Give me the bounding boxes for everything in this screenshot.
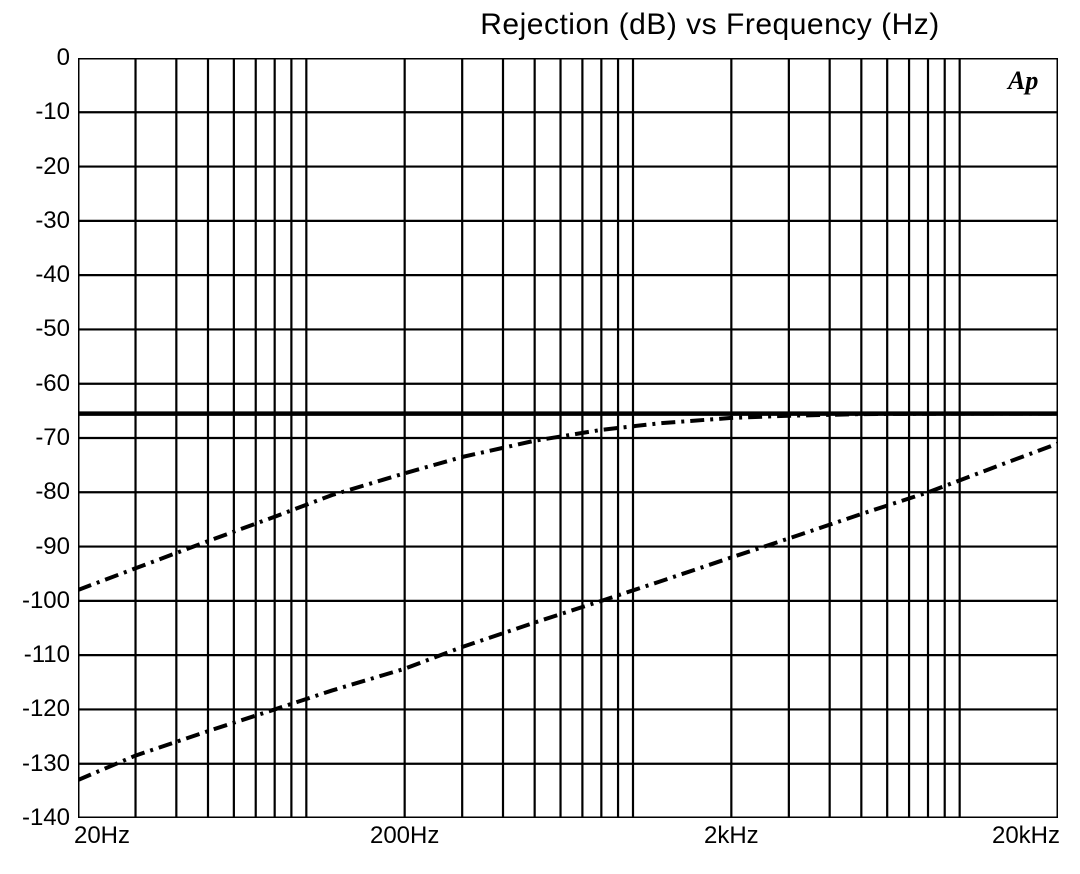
chart-title: Rejection (dB) vs Frequency (Hz) [0, 8, 1080, 42]
series-curve-upper [78, 414, 1058, 590]
y-tick-label: -140 [10, 804, 70, 832]
ap-logo: Ap [1008, 66, 1038, 96]
chart-page: Rejection (dB) vs Frequency (Hz) 0 -10 -20… [0, 0, 1080, 874]
y-tick-label: -100 [10, 587, 70, 615]
y-tick-label: -120 [10, 695, 70, 723]
y-tick-label: -60 [10, 370, 70, 398]
y-tick-label: -130 [10, 750, 70, 778]
y-tick-label: -70 [10, 424, 70, 452]
y-tick-label: -110 [10, 641, 70, 669]
series-curve-lower [78, 443, 1058, 780]
y-tick-label: 0 [10, 44, 70, 72]
x-tick-label: 20Hz [74, 822, 130, 850]
x-tick-label: 20kHz [992, 822, 1060, 850]
y-tick-label: -50 [10, 315, 70, 343]
x-tick-label: 200Hz [370, 822, 439, 850]
y-tick-label: -40 [10, 261, 70, 289]
y-tick-label: -90 [10, 533, 70, 561]
y-tick-label: -10 [10, 98, 70, 126]
y-tick-label: -30 [10, 207, 70, 235]
x-tick-label: 2kHz [704, 822, 759, 850]
chart-svg [78, 58, 1058, 818]
y-tick-label: -80 [10, 478, 70, 506]
y-tick-label: -20 [10, 153, 70, 181]
plot-area [78, 58, 1058, 818]
